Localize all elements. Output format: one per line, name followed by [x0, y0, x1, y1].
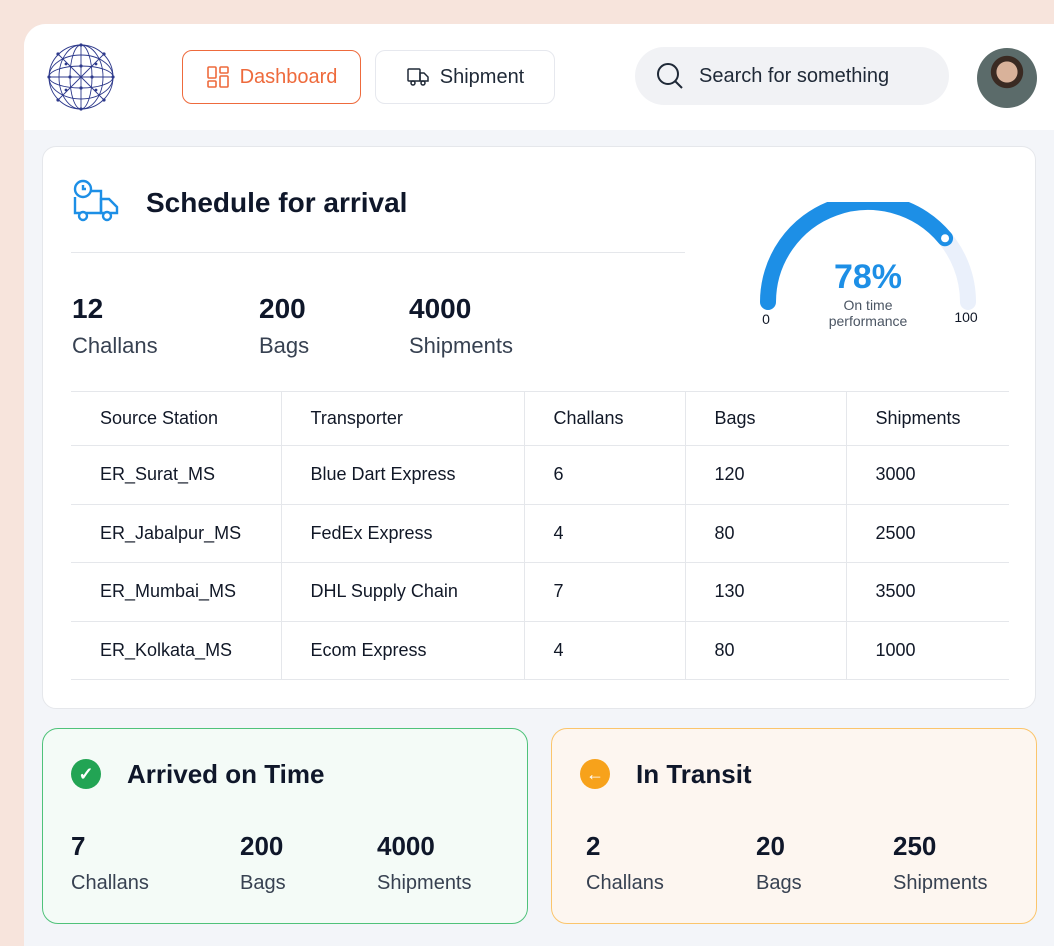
cell-bags: 80 — [684, 620, 846, 680]
nav-dashboard-label: Dashboard — [239, 65, 338, 88]
arrived-shipments-value: 4000 — [377, 831, 435, 861]
cell-shipments: 1000 — [845, 620, 1009, 680]
cell-challans: 4 — [523, 620, 685, 680]
truck-icon — [407, 68, 429, 86]
stat-challans-label: Challans — [72, 333, 158, 358]
arrived-shipments-label: Shipments — [377, 872, 472, 894]
arrived-on-time-card[interactable]: ✓ Arrived on Time 7 Challans 200 Bags 40… — [42, 728, 528, 924]
stat-bags-label: Bags — [259, 333, 310, 358]
transit-bags-label: Bags — [756, 872, 802, 894]
arrived-stat-shipments: 4000 Shipments — [377, 831, 472, 895]
arrived-stat-bags: 200 Bags — [240, 831, 286, 895]
transit-challans-label: Challans — [586, 872, 664, 894]
transit-title: In Transit — [636, 759, 752, 789]
cell-bags: 120 — [684, 445, 846, 504]
cell-bags: 130 — [684, 562, 846, 621]
nav-dashboard-button[interactable]: Dashboard — [182, 50, 361, 104]
gauge-min-label: 0 — [762, 311, 770, 327]
transit-bags-value: 20 — [756, 831, 785, 861]
cell-transporter: Blue Dart Express — [280, 445, 524, 504]
stat-shipments: 4000 Shipments — [409, 293, 513, 359]
search-bar[interactable] — [635, 47, 949, 105]
check-circle-icon: ✓ — [71, 759, 101, 789]
table-row[interactable]: ER_Jabalpur_MS FedEx Express 4 80 2500 — [71, 503, 1009, 563]
col-header-source-station[interactable]: Source Station — [71, 391, 281, 446]
arrival-table: Source Station Transporter Challans Bags… — [71, 391, 1009, 680]
arrived-challans-value: 7 — [71, 831, 86, 861]
gauge-knob — [941, 234, 950, 243]
cell-transporter: Ecom Express — [280, 620, 524, 680]
arrow-left-circle-icon: ← — [580, 759, 610, 789]
app-window: Dashboard Shipment — [24, 24, 1054, 946]
cell-challans: 6 — [523, 445, 685, 504]
gauge-caption-line1: On time — [843, 297, 892, 313]
stat-challans: 12 Challans — [72, 293, 158, 359]
arrived-title: Arrived on Time — [127, 759, 325, 789]
table-header-row: Source Station Transporter Challans Bags… — [71, 391, 1009, 446]
table-row[interactable]: ER_Mumbai_MS DHL Supply Chain 7 130 3500 — [71, 562, 1009, 621]
cell-shipments: 3500 — [845, 562, 1009, 621]
globe-logo-icon[interactable] — [46, 42, 116, 112]
search-icon — [657, 63, 683, 89]
cell-source-station: ER_Jabalpur_MS — [71, 503, 281, 563]
nav-shipment-label: Shipment — [439, 65, 525, 88]
cell-source-station: ER_Kolkata_MS — [71, 620, 281, 680]
arrived-bags-value: 200 — [240, 831, 284, 861]
gauge-fill — [760, 202, 954, 310]
user-avatar[interactable] — [977, 48, 1037, 108]
stat-bags-value: 200 — [259, 293, 306, 324]
arrived-bags-label: Bags — [240, 872, 286, 894]
cell-challans: 4 — [523, 503, 685, 563]
stat-challans-value: 12 — [72, 293, 104, 324]
cell-challans: 7 — [523, 562, 685, 621]
table-row[interactable]: ER_Surat_MS Blue Dart Express 6 120 3000 — [71, 445, 1009, 504]
col-header-challans[interactable]: Challans — [523, 391, 685, 446]
col-header-shipments[interactable]: Shipments — [845, 391, 1009, 446]
on-time-performance-gauge: 78% On time performance 0 100 — [760, 202, 978, 329]
transit-shipments-label: Shipments — [893, 872, 988, 894]
transit-stat-shipments: 250 Shipments — [893, 831, 988, 895]
stat-bags: 200 Bags — [259, 293, 309, 359]
stat-shipments-value: 4000 — [409, 293, 472, 324]
title-divider — [71, 252, 685, 253]
transit-shipments-value: 250 — [893, 831, 937, 861]
schedule-title: Schedule for arrival — [146, 187, 408, 218]
col-header-transporter[interactable]: Transporter — [280, 391, 524, 446]
gauge-value-text: 78% — [834, 258, 902, 296]
cell-transporter: DHL Supply Chain — [280, 562, 524, 621]
transit-challans-value: 2 — [586, 831, 601, 861]
top-bar: Dashboard Shipment — [24, 24, 1054, 130]
gauge-max-label: 100 — [954, 309, 978, 325]
cell-shipments: 2500 — [845, 503, 1009, 563]
schedule-card: Schedule for arrival 12 Challans 200 Bag… — [42, 146, 1036, 709]
transit-stat-challans: 2 Challans — [586, 831, 664, 895]
transit-stat-bags: 20 Bags — [756, 831, 802, 895]
stat-shipments-label: Shipments — [409, 333, 513, 358]
nav-shipment-button[interactable]: Shipment — [375, 50, 555, 104]
cell-source-station: ER_Surat_MS — [71, 445, 281, 504]
search-input[interactable] — [699, 64, 919, 88]
cell-shipments: 3000 — [845, 445, 1009, 504]
in-transit-card[interactable]: ← In Transit 2 Challans 20 Bags 250 Ship… — [551, 728, 1037, 924]
arrived-challans-label: Challans — [71, 872, 149, 894]
cell-bags: 80 — [684, 503, 846, 563]
arrived-stat-challans: 7 Challans — [71, 831, 149, 895]
delivery-truck-clock-icon — [73, 179, 119, 222]
cell-transporter: FedEx Express — [280, 503, 524, 563]
table-row[interactable]: ER_Kolkata_MS Ecom Express 4 80 1000 — [71, 620, 1009, 680]
gauge-caption-line2: performance — [829, 313, 908, 329]
dashboard-grid-icon — [206, 66, 229, 88]
col-header-bags[interactable]: Bags — [684, 391, 846, 446]
cell-source-station: ER_Mumbai_MS — [71, 562, 281, 621]
